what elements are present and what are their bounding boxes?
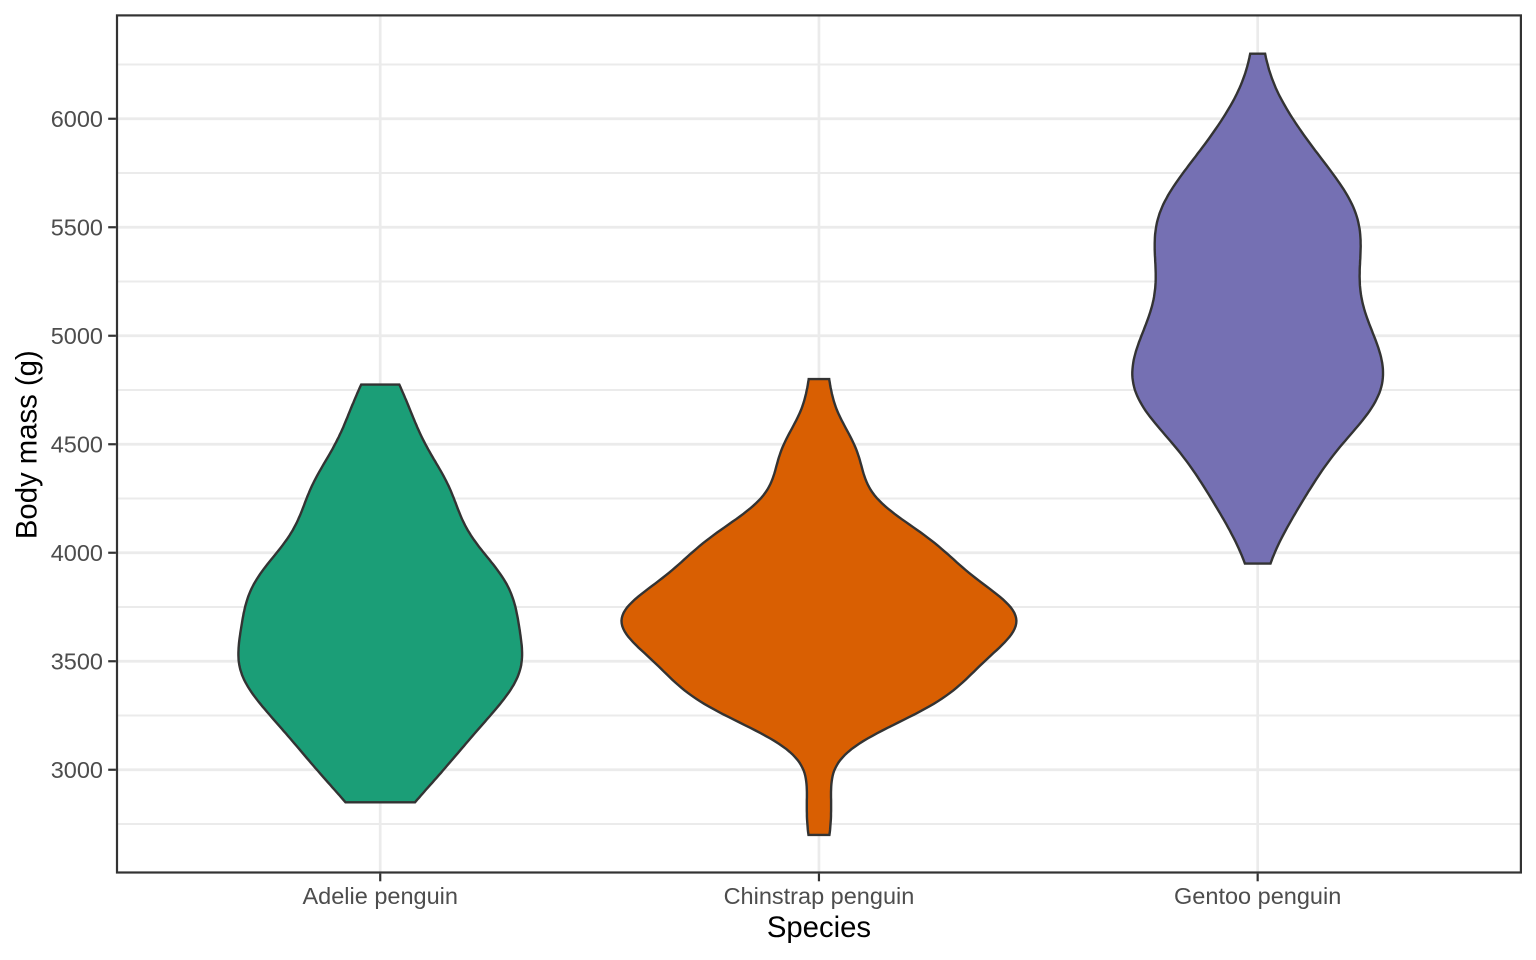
svg-text:4500: 4500 <box>51 432 103 458</box>
svg-text:Adelie penguin: Adelie penguin <box>302 883 458 909</box>
svg-text:Chinstrap penguin: Chinstrap penguin <box>724 883 915 909</box>
svg-text:Gentoo penguin: Gentoo penguin <box>1174 883 1341 909</box>
svg-text:Body mass (g): Body mass (g) <box>11 350 44 539</box>
svg-text:4000: 4000 <box>51 540 103 566</box>
svg-text:3500: 3500 <box>51 649 103 675</box>
svg-text:6000: 6000 <box>51 106 103 132</box>
svg-text:Species: Species <box>767 911 871 944</box>
svg-text:5500: 5500 <box>51 215 103 241</box>
svg-text:3000: 3000 <box>51 757 103 783</box>
svg-text:5000: 5000 <box>51 323 103 349</box>
